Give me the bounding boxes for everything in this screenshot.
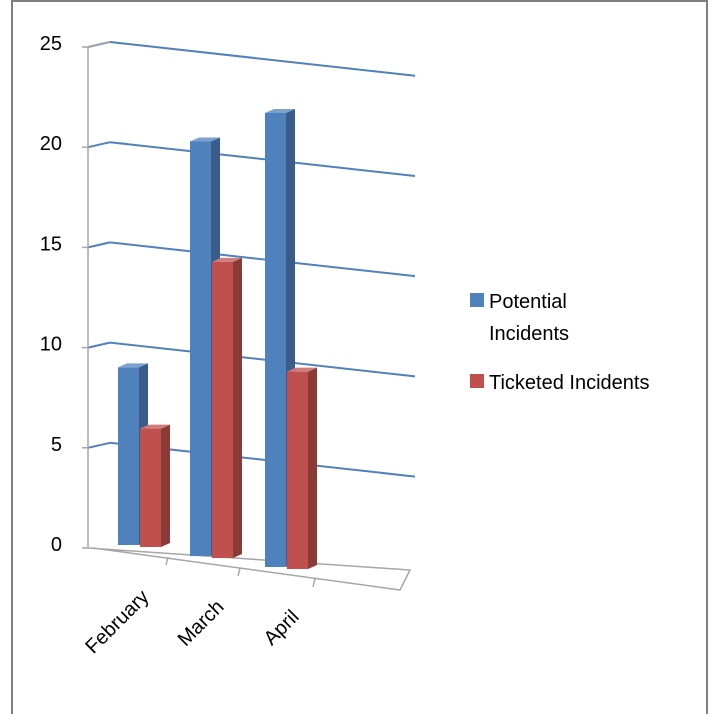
legend-label-line: Potential: [489, 291, 567, 313]
bar-march-ticketed: [212, 257, 242, 558]
bar-front: [140, 428, 161, 547]
bar-top: [287, 367, 317, 372]
gridline-side: [87, 241, 111, 249]
bar-front: [212, 261, 233, 558]
bar-side: [233, 257, 242, 558]
floor-outline: [87, 547, 412, 591]
chart-border: [11, 0, 708, 714]
legend-swatch: [470, 374, 484, 388]
legend-label: Ticketed Incidents: [489, 372, 649, 394]
bar-front: [118, 367, 139, 545]
axes: [82, 41, 412, 591]
x-tick-label: April: [260, 606, 304, 650]
y-tick-label: 0: [51, 534, 62, 556]
bar-top: [212, 257, 242, 262]
legend-entry: Ticketed Incidents: [470, 372, 649, 394]
bar-side: [161, 424, 170, 547]
legend-label-line: Incidents: [489, 323, 569, 345]
bar-front: [287, 371, 308, 569]
gridline: [109, 241, 416, 278]
y-tick-label: 10: [40, 334, 62, 356]
bar-top: [190, 137, 220, 142]
gridline: [109, 141, 416, 177]
bar-april-ticketed: [287, 367, 317, 569]
gridline: [109, 41, 416, 77]
x-tick-label: February: [81, 586, 153, 658]
bar-front: [190, 141, 211, 556]
x-tick-mark: [312, 578, 316, 588]
bar-front: [265, 112, 286, 567]
tick-labels: 0 5 10 15 20 25 February March April: [40, 33, 304, 658]
y-tick-label: 25: [40, 33, 62, 55]
x-tick-mark: [237, 567, 241, 577]
legend: Potential Incidents Ticketed Incidents: [470, 291, 649, 394]
gridline: [109, 341, 416, 378]
gridline-side: [87, 341, 111, 349]
bar-top: [118, 363, 148, 368]
bars: [118, 108, 317, 569]
bar-top: [265, 108, 295, 113]
y-tick-label: 20: [40, 133, 62, 155]
x-tick-mark: [165, 556, 169, 566]
gridline-side: [87, 441, 111, 449]
legend-swatch: [470, 293, 484, 307]
bar-side: [308, 367, 317, 569]
y-tick-label: 15: [40, 233, 62, 255]
y-tick-label: 5: [51, 434, 62, 456]
gridline-side: [87, 141, 111, 149]
bar-february-ticketed: [140, 424, 170, 547]
bar-top: [140, 424, 170, 429]
legend-entry: Potential Incidents: [470, 291, 569, 345]
x-tick-label: March: [174, 596, 229, 651]
y-axis-top: [87, 41, 111, 48]
